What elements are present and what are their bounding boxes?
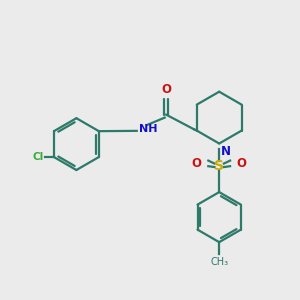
Text: NH: NH (139, 124, 158, 134)
Text: CH₃: CH₃ (210, 257, 228, 267)
Text: Cl: Cl (32, 152, 44, 162)
Text: O: O (237, 157, 247, 170)
Text: O: O (191, 157, 202, 170)
Text: N: N (221, 145, 231, 158)
Text: S: S (214, 159, 224, 172)
Text: O: O (161, 82, 171, 95)
